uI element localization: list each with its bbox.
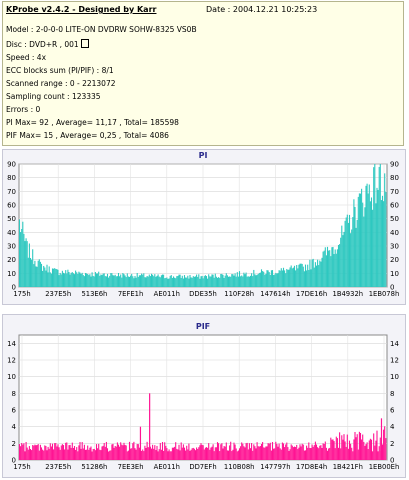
x-tick-label: 147797h	[260, 463, 290, 471]
y-tick-label-left: 12	[7, 357, 16, 365]
x-tick-label: 175h	[13, 290, 30, 298]
speed-line: Speed : 4x	[6, 53, 47, 62]
x-tick-label: AE011h	[154, 463, 180, 471]
y-tick-label-left: 14	[7, 340, 16, 348]
x-tick-label: 237E5h	[45, 290, 71, 298]
pif-chart: PIF 0 0 2 2 4 4 6 6 8 8 10 10 12 12 14 14 175h 237E5h 51286…	[7, 322, 400, 471]
y-tick-label-left: 8	[12, 390, 16, 398]
x-tick-label: 110B08h	[224, 463, 255, 471]
model-line: Model : 2-0-0-0 LITE-ON DVDRW SOHW-8325 …	[6, 25, 197, 34]
y-tick-label-left: 0	[12, 457, 16, 465]
chart-title: PI	[199, 151, 208, 160]
y-tick-label-left: 30	[7, 243, 16, 251]
y-tick-label-left: 80	[7, 174, 16, 182]
y-tick-label-right: 8	[390, 390, 394, 398]
y-tick-label-left: 4	[12, 423, 17, 431]
chart-title: PIF	[196, 322, 210, 331]
pi-chart-panel: PI 0 0 10 10 20 20 30 30 40 40 50 50 60 60 70 70 80 80 90 90…	[2, 149, 406, 305]
y-tick-label-right: 14	[390, 340, 399, 348]
x-tick-label: 237E5h	[45, 463, 71, 471]
y-tick-label-right: 90	[390, 161, 399, 169]
y-tick-label-right: 10	[390, 373, 399, 381]
y-tick-label-left: 40	[7, 229, 16, 237]
scanned-line: Scanned range : 0 - 2213072	[6, 79, 116, 88]
info-panel: KProbe v2.4.2 - Designed by Karr Date : …	[2, 1, 404, 146]
x-tick-label: 147614h	[260, 290, 290, 298]
y-tick-label-left: 10	[7, 270, 16, 278]
x-tick-label: 1B4932h	[333, 290, 364, 298]
y-tick-label-right: 20	[390, 256, 399, 264]
x-tick-label: DD7EFh	[189, 463, 216, 471]
disc-box-icon	[80, 39, 89, 48]
x-tick-label: 7EE3Eh	[118, 463, 144, 471]
x-tick-label: 51286h	[81, 463, 107, 471]
scan-date: Date : 2004.12.21 10:25:23	[206, 5, 318, 14]
y-tick-label-right: 10	[390, 270, 399, 278]
y-tick-label-right: 30	[390, 243, 399, 251]
x-tick-label: 1B421Fh	[333, 463, 363, 471]
x-tick-label: 7EFE1h	[118, 290, 143, 298]
y-tick-label-right: 80	[390, 174, 399, 182]
y-tick-label-right: 50	[390, 215, 399, 223]
pif-stats-line: PIF Max= 15 , Average= 0,25 , Total= 408…	[6, 131, 169, 140]
y-tick-label-right: 70	[390, 188, 399, 196]
y-tick-label-left: 90	[7, 161, 16, 169]
y-tick-label-left: 6	[12, 407, 17, 415]
y-tick-label-left: 70	[7, 188, 16, 196]
app-title: KProbe v2.4.2 - Designed by Karr	[6, 5, 157, 14]
x-tick-label: AE011h	[154, 290, 180, 298]
sampling-line: Sampling count : 123335	[6, 92, 101, 101]
x-tick-label: 1EB00Eh	[369, 463, 400, 471]
y-tick-label-right: 40	[390, 229, 399, 237]
x-tick-label: 17D8E4h	[296, 463, 327, 471]
y-tick-label-left: 10	[7, 373, 16, 381]
y-tick-label-left: 2	[12, 440, 16, 448]
x-tick-label: 175h	[13, 463, 30, 471]
disc-text: Disc : DVD+R , 001	[6, 40, 79, 49]
pi-chart: PI 0 0 10 10 20 20 30 30 40 40 50 50 60 60 70 70 80 80 90 90…	[7, 151, 400, 298]
y-tick-label-right: 2	[390, 440, 394, 448]
y-tick-label-left: 0	[12, 284, 16, 292]
x-tick-label: 17DE16h	[296, 290, 327, 298]
x-tick-label: 110F28h	[224, 290, 254, 298]
y-tick-label-right: 4	[390, 423, 395, 431]
y-tick-label-right: 60	[390, 202, 399, 210]
pif-chart-panel: PIF 0 0 2 2 4 4 6 6 8 8 10 10 12 12 14 14 175h 237E5h 51286…	[2, 314, 406, 478]
y-tick-label-right: 0	[390, 457, 394, 465]
x-tick-label: DDE35h	[189, 290, 217, 298]
y-tick-label-left: 50	[7, 215, 16, 223]
errors-line: Errors : 0	[6, 105, 41, 114]
ecc-line: ECC blocks sum (PI/PIF) : 8/1	[6, 66, 114, 75]
y-tick-label-right: 6	[390, 407, 395, 415]
x-tick-label: 1EB078h	[369, 290, 400, 298]
y-tick-label-left: 60	[7, 202, 16, 210]
y-tick-label-right: 0	[390, 284, 394, 292]
y-tick-label-left: 20	[7, 256, 16, 264]
y-tick-label-right: 12	[390, 357, 399, 365]
disc-line: Disc : DVD+R , 001	[6, 39, 89, 49]
x-tick-label: 513E6h	[81, 290, 107, 298]
pi-stats-line: PI Max= 92 , Average= 11,17 , Total= 185…	[6, 118, 179, 127]
